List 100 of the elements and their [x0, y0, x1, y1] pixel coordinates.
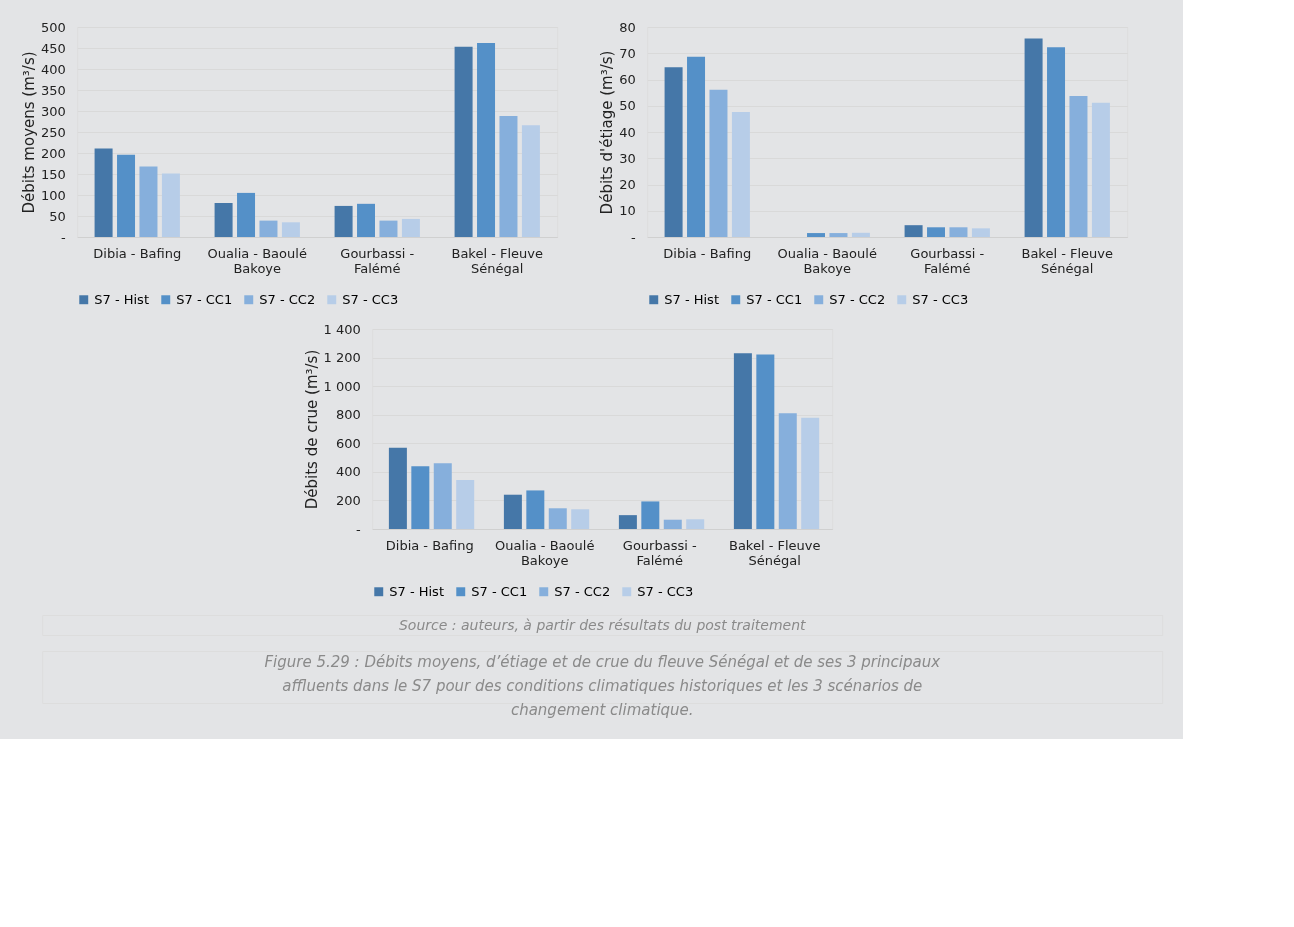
- bar: [663, 519, 682, 529]
- bar: [641, 501, 660, 529]
- y-tick-label: 1 200: [323, 350, 361, 366]
- y-tick-label: 300: [40, 103, 66, 119]
- y-tick-label: 50: [619, 98, 636, 114]
- y-tick-label: 450: [40, 40, 66, 56]
- y-tick-label: 600: [335, 435, 361, 451]
- bar: [687, 56, 706, 237]
- bar: [214, 202, 233, 237]
- y-tick-label: -: [61, 229, 67, 245]
- y-tick-label: -: [631, 229, 637, 245]
- bar: [388, 447, 407, 529]
- bar: [733, 353, 752, 529]
- y-axis-title: Débits moyens (m³/s): [19, 51, 38, 214]
- bar: [829, 233, 848, 237]
- bar: [731, 112, 750, 237]
- y-tick-label: 1 400: [323, 321, 361, 337]
- legend-label: S7 - CC1: [471, 583, 528, 599]
- y-axis-title: Débits de crue (m³/s): [302, 349, 321, 510]
- bar: [548, 508, 567, 529]
- bar: [618, 515, 637, 529]
- bar: [433, 463, 452, 529]
- legend-label: S7 - CC2: [554, 583, 611, 599]
- x-tick-label: Oualia - Baoulé Bakoye: [777, 245, 877, 276]
- y-tick-label: -: [356, 521, 362, 537]
- legend-label: S7 - CC1: [746, 291, 803, 307]
- bar: [807, 233, 826, 237]
- y-tick-label: 20: [619, 177, 636, 192]
- x-tick-label: Bakel - Fleuve Sénégal: [451, 245, 544, 276]
- bar: [686, 519, 705, 529]
- bar: [161, 173, 180, 237]
- legend-label: S7 - CC3: [342, 291, 399, 307]
- y-tick-label: 70: [619, 45, 636, 61]
- y-tick-label: 800: [335, 407, 361, 423]
- bar: [117, 154, 136, 237]
- bar: [1069, 96, 1088, 237]
- legend-label: S7 - CC3: [637, 583, 694, 599]
- bar: [571, 509, 590, 529]
- legend-label: S7 - CC2: [259, 291, 316, 307]
- bar: [709, 89, 728, 237]
- y-tick-label: 80: [619, 19, 636, 35]
- bar: [237, 192, 256, 237]
- y-tick-label: 40: [619, 124, 636, 140]
- y-tick-label: 400: [335, 464, 361, 480]
- x-tick-label: Gourbassi - Falémé: [340, 245, 415, 276]
- y-tick-label: 200: [40, 145, 66, 161]
- y-tick-label: 200: [335, 492, 361, 508]
- y-tick-label: 250: [40, 124, 66, 140]
- bar: [259, 220, 278, 237]
- bar: [664, 67, 683, 237]
- x-tick-label: Oualia - Baoulé Bakoye: [207, 245, 307, 276]
- x-tick-label: Bakel - Fleuve Sénégal: [1021, 245, 1114, 276]
- x-tick-label: Dibia - Bafing: [663, 245, 752, 261]
- bar: [1024, 38, 1043, 237]
- bar: [139, 166, 158, 237]
- y-axis-title: Débits d'étiage (m³/s): [598, 50, 617, 215]
- bar: [756, 354, 775, 529]
- bar: [411, 466, 430, 529]
- legend-label: S7 - CC1: [176, 291, 233, 307]
- bar: [521, 125, 540, 237]
- bar: [94, 148, 113, 237]
- x-tick-label: Bakel - Fleuve Sénégal: [728, 537, 821, 568]
- y-tick-label: 60: [619, 72, 636, 87]
- bar: [1091, 102, 1110, 237]
- bar: [499, 116, 518, 237]
- bar: [334, 205, 353, 237]
- bar: [281, 222, 300, 237]
- bar: [1047, 47, 1066, 237]
- bar: [401, 218, 420, 237]
- legend-label: S7 - Hist: [664, 291, 719, 307]
- legend-label: S7 - Hist: [389, 583, 444, 599]
- bar: [949, 227, 968, 237]
- y-tick-label: 500: [40, 19, 66, 35]
- bar: [904, 225, 923, 237]
- bar: [357, 203, 376, 237]
- bar: [454, 46, 473, 237]
- legend-label: S7 - CC2: [829, 291, 886, 307]
- bar: [801, 417, 820, 529]
- bar: [503, 494, 522, 529]
- bar: [526, 490, 545, 529]
- y-tick-label: 400: [40, 61, 66, 77]
- y-tick-label: 10: [619, 203, 636, 219]
- x-tick-label: Dibia - Bafing: [385, 537, 474, 553]
- source-note: Source : auteurs, à partir des résultats du post traitement: [398, 617, 807, 633]
- y-tick-label: 50: [49, 208, 66, 224]
- y-tick-label: 150: [40, 166, 66, 182]
- bar: [778, 413, 797, 529]
- y-tick-label: 30: [619, 150, 636, 166]
- caption: Figure 5.29 : Débits moyens, d’étiage et de crue du fleuve Sénégal et de ses 3 principaux affluents dans le S7 pour des conditions climatiques historiques et les 3 scénarios de changement climatique.: [264, 653, 941, 719]
- y-tick-label: 350: [40, 82, 66, 98]
- bar: [477, 42, 496, 237]
- y-tick-label: 100: [40, 187, 66, 203]
- bar: [971, 228, 990, 237]
- x-tick-label: Gourbassi - Falémé: [910, 245, 985, 276]
- x-tick-label: Oualia - Baoulé Bakoye: [495, 537, 595, 568]
- bar: [851, 232, 870, 237]
- legend-label: S7 - CC3: [912, 291, 969, 307]
- bar: [927, 227, 946, 237]
- x-tick-label: Gourbassi - Falémé: [622, 537, 697, 568]
- bar: [379, 220, 398, 237]
